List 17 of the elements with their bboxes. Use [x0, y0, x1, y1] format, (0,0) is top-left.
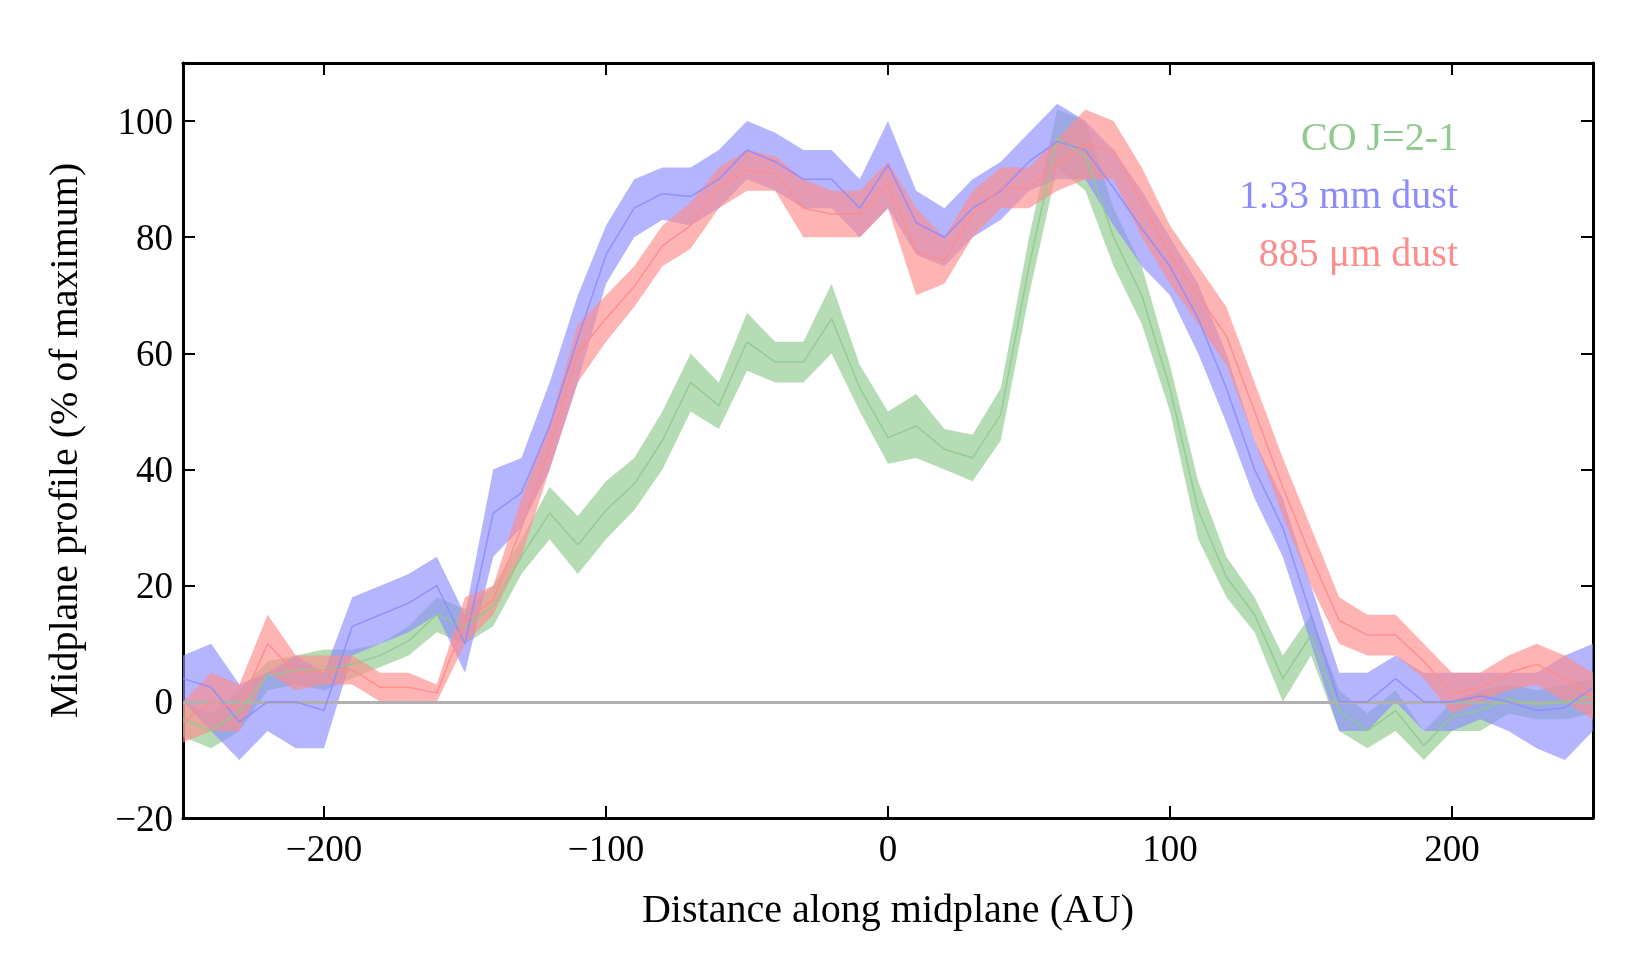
text: CO J=2-1 — [1300, 113, 1458, 159]
y-tick-label: 80 — [136, 216, 173, 258]
x-tick-label: 0 — [878, 828, 898, 869]
y-tick-label: −20 — [115, 797, 173, 839]
x-tick-label: 100 — [1142, 828, 1198, 869]
y-tick-label: 100 — [117, 100, 173, 142]
y-axis-title: Midplane profile (% of maximum) — [40, 162, 86, 719]
x-tick-label: −200 — [285, 828, 363, 869]
y-tick-label: 60 — [136, 332, 173, 374]
text: 1.33 mm dust — [1239, 171, 1458, 217]
series-label: 885 μm dust — [1258, 229, 1459, 275]
y-tick-label: 40 — [136, 449, 173, 491]
x-tick-label: 200 — [1424, 828, 1480, 869]
x-tick-label: −100 — [567, 828, 645, 869]
y-tick-label: 20 — [136, 565, 173, 607]
y-tick-label: 0 — [154, 681, 173, 723]
x-axis-title: Distance along midplane (AU) — [641, 885, 1135, 931]
